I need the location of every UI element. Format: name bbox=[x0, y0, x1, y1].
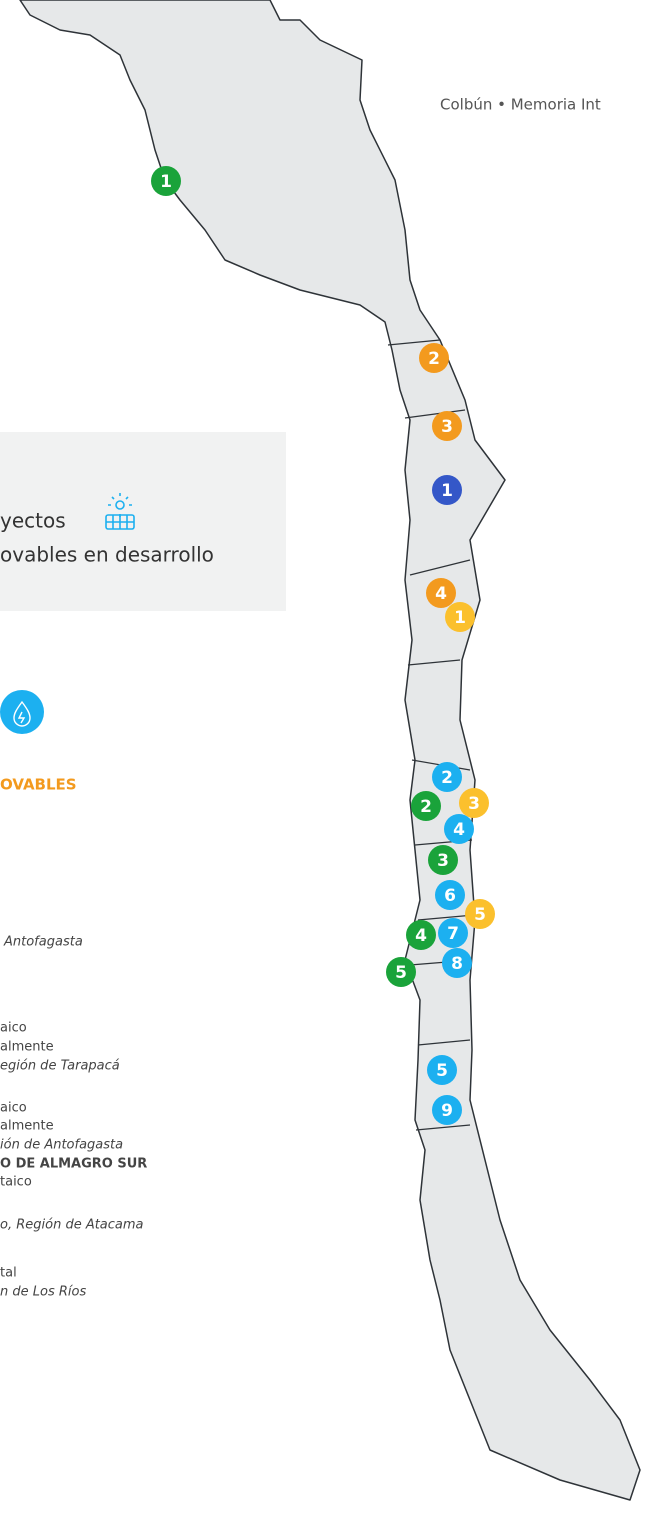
map-marker bbox=[445, 602, 475, 632]
map-marker bbox=[406, 920, 436, 950]
legend-text: O DE ALMAGRO SUR bbox=[0, 1157, 147, 1172]
panel-line: ovables en desarrollo bbox=[0, 543, 214, 567]
map-marker bbox=[432, 762, 462, 792]
map-marker-label: 3 bbox=[437, 851, 449, 871]
legend-text: tal bbox=[0, 1266, 17, 1281]
legend-text: aico bbox=[0, 1021, 27, 1036]
map-marker bbox=[432, 475, 462, 505]
map-marker-label: 4 bbox=[415, 926, 427, 946]
legend-text: o, Región de Atacama bbox=[0, 1218, 144, 1233]
map-marker-label: 8 bbox=[451, 954, 463, 974]
water-icon-glyph bbox=[13, 700, 31, 727]
map-marker-label: 7 bbox=[447, 924, 459, 944]
map-marker bbox=[432, 1095, 462, 1125]
solar-icon bbox=[105, 493, 135, 530]
map-marker bbox=[411, 791, 441, 821]
legend-text: taico bbox=[0, 1175, 32, 1190]
map-marker-label: 6 bbox=[444, 886, 456, 906]
map-marker bbox=[465, 899, 495, 929]
map-marker-label: 2 bbox=[420, 797, 432, 817]
map-marker-label: 3 bbox=[468, 794, 480, 814]
legend-text: Antofagasta bbox=[3, 935, 83, 950]
map-marker bbox=[459, 788, 489, 818]
header-text: Colbún • Memoria Int bbox=[440, 96, 601, 114]
map-marker bbox=[426, 578, 456, 608]
map-marker-label: 2 bbox=[428, 349, 440, 369]
section-title: OVABLES bbox=[0, 776, 77, 794]
map-marker bbox=[427, 1055, 457, 1085]
map-marker bbox=[435, 880, 465, 910]
map-marker bbox=[419, 343, 449, 373]
map-marker-label: 5 bbox=[474, 905, 486, 925]
map-marker-label: 1 bbox=[454, 608, 466, 628]
legend-text: egión de Tarapacá bbox=[0, 1059, 120, 1074]
map-marker bbox=[428, 845, 458, 875]
map-marker bbox=[151, 166, 181, 196]
map-marker bbox=[386, 957, 416, 987]
panel-box bbox=[0, 432, 286, 611]
map-marker-label: 2 bbox=[441, 768, 453, 788]
map-marker bbox=[438, 918, 468, 948]
map-marker-label: 4 bbox=[435, 584, 447, 604]
legend-text: almente bbox=[0, 1119, 54, 1134]
map-marker bbox=[444, 814, 474, 844]
legend-text: n de Los Ríos bbox=[0, 1285, 86, 1300]
map-marker bbox=[432, 411, 462, 441]
map-marker bbox=[442, 948, 472, 978]
map-marker-label: 9 bbox=[441, 1101, 453, 1121]
country-shape bbox=[19, 0, 641, 1501]
panel-line: yectos bbox=[0, 509, 66, 533]
map-marker-label: 4 bbox=[453, 820, 465, 840]
legend-text: almente bbox=[0, 1040, 54, 1055]
map-marker-label: 1 bbox=[441, 481, 453, 501]
map-marker-label: 5 bbox=[436, 1061, 448, 1081]
map-marker-label: 1 bbox=[160, 172, 172, 192]
legend-text: ión de Antofagasta bbox=[0, 1138, 123, 1153]
map-marker-label: 5 bbox=[395, 963, 407, 983]
map-marker-label: 3 bbox=[441, 417, 453, 437]
legend-text: aico bbox=[0, 1101, 27, 1116]
